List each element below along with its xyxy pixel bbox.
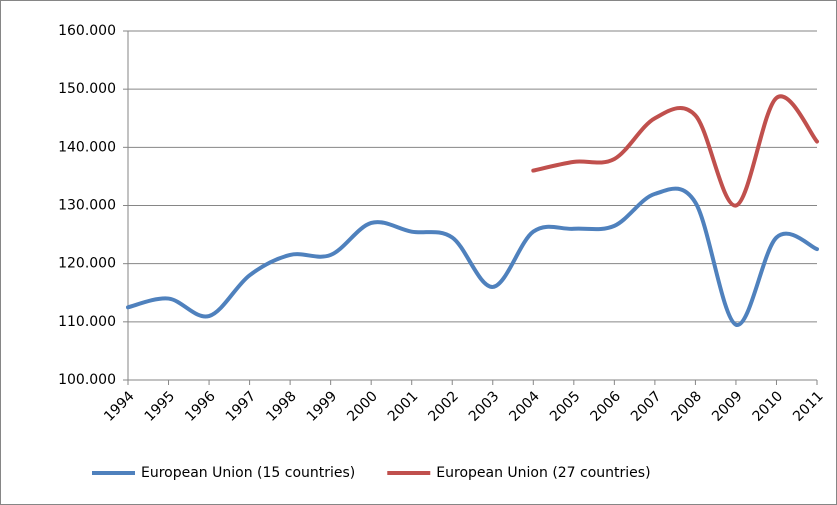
y-tick-label: 100.000: [58, 372, 116, 388]
y-tick-label: 120.000: [58, 256, 116, 272]
legend-label: European Union (15 countries): [141, 465, 355, 481]
y-tick-label: 150.000: [58, 81, 116, 97]
y-tick-label: 130.000: [58, 198, 116, 214]
y-tick-label: 160.000: [58, 23, 116, 39]
y-tick-label: 110.000: [58, 314, 116, 330]
series-line: [126, 186, 819, 327]
y-tick-label: 140.000: [58, 139, 116, 155]
series-line: [531, 94, 819, 208]
legend-label: European Union (27 countries): [436, 465, 650, 481]
